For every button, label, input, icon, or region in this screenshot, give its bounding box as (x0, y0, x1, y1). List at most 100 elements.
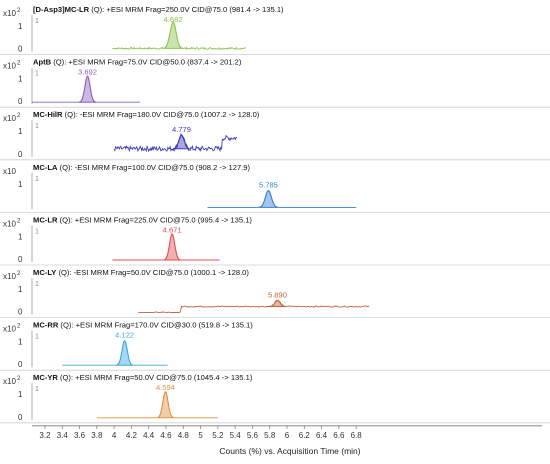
y-inner-tick: 1 (35, 71, 39, 78)
y-inner-tick: 1 (35, 228, 39, 235)
y-multiplier: x10 (3, 62, 16, 71)
y-tick-label: 0 (18, 97, 23, 106)
peak-area (163, 233, 181, 261)
acquisition-parameters: (Q): -ESI MRM Frag=180.0V CID@75.0 (1007… (63, 110, 260, 119)
y-tick-label: 0 (18, 255, 23, 264)
x-tick-label: 4.8 (178, 431, 190, 440)
y-multiplier: x10 (3, 167, 16, 176)
peak-area (258, 190, 278, 208)
x-tick-label: 5.2 (212, 431, 224, 440)
panel-title: [D-Asp3]MC-LR (Q): +ESI MRM Frag=250.0V … (33, 5, 284, 14)
x-tick-label: 3.6 (74, 431, 86, 440)
compound-name: MC-LR (33, 215, 58, 224)
acquisition-parameters: (Q): +ESI MRM Frag=50.0V CID@75.0 (1045.… (58, 373, 253, 382)
x-tick-label: 4.2 (126, 431, 138, 440)
y-multiplier-exponent: 2 (17, 113, 21, 119)
chromatogram-trace (207, 190, 357, 208)
x-tick-label: 5 (198, 431, 203, 440)
y-multiplier-exponent: 2 (17, 8, 21, 14)
x-tick-label: 6.4 (316, 431, 328, 440)
panel-title: MC-HilR (Q): -ESI MRM Frag=180.0V CID@75… (33, 110, 260, 119)
y-tick-label: 0 (18, 308, 23, 317)
x-tick-label: 5.4 (230, 431, 242, 440)
peak-area (116, 340, 133, 366)
compound-name: MC-RR (33, 321, 59, 330)
y-tick-label: 1 (18, 22, 23, 31)
x-tick-label: 4.6 (160, 431, 172, 440)
peak-rt-label: 5.785 (259, 181, 278, 190)
y-inner-tick: 1 (35, 386, 39, 393)
chromatogram-trace (138, 299, 370, 314)
compound-name: MC-HilR (33, 110, 63, 119)
peak-area (157, 391, 174, 419)
x-tick-label: 6.6 (333, 431, 345, 440)
x-axis-label: Counts (%) vs. Acquisition Time (min) (219, 446, 360, 456)
chromatogram-trace (96, 391, 218, 419)
chromatogram-panel: x10 2 1 0 1 MC-LR (Q): +ESI MRM Frag=225.0V C… (0, 215, 550, 266)
chromatogram-panel: x10 2 1 0 1 MC-HilR (Q): -ESI MRM Frag=180.0V… (0, 110, 550, 161)
panel-title: MC-LR (Q): +ESI MRM Frag=225.0V CID@75.0… (33, 215, 252, 224)
y-multiplier-exponent: 2 (17, 376, 21, 382)
y-tick-label: 1 (18, 285, 23, 294)
chromatogram-panel: x10 2 1 0 1 AptB (Q): +ESI MRM Frag=75.0V CID… (0, 58, 550, 108)
acquisition-parameters: (Q): +ESI MRM Frag=225.0V CID@75.0 (995.… (57, 215, 252, 224)
panel-title: AptB (Q): +ESI MRM Frag=75.0V CID@50.0 (… (33, 58, 242, 67)
y-multiplier: x10 (3, 325, 16, 334)
peak-area (269, 299, 286, 307)
peak-rt-label: 5.890 (268, 290, 287, 299)
y-inner-tick: 1 (35, 281, 39, 288)
y-multiplier-exponent: 2 (17, 324, 21, 330)
x-tick-label: 6 (285, 431, 290, 440)
y-multiplier: x10 (3, 272, 16, 281)
x-tick-label: 6.8 (351, 431, 363, 440)
peak-area (173, 134, 190, 150)
compound-name: AptB (33, 58, 52, 67)
y-multiplier-exponent: 2 (17, 218, 21, 224)
y-inner-tick: 1 (35, 334, 39, 341)
x-tick-label: 3.4 (57, 431, 69, 440)
x-tick-label: 3.2 (39, 431, 51, 440)
peak-area (163, 21, 183, 49)
panel-title: MC-LY (Q): -ESI MRM Frag=50.0V CID@75.0 … (33, 268, 249, 277)
y-tick-label: 0 (18, 45, 23, 54)
compound-name: MC-YR (33, 373, 58, 382)
chromatogram-trace (112, 233, 220, 261)
compound-name: MC-LA (33, 163, 58, 172)
y-multiplier: x10 (3, 114, 16, 123)
peak-rt-label: 4.779 (172, 125, 191, 134)
y-inner-tick: 1 (35, 18, 39, 25)
peak-area (79, 75, 96, 103)
chromatogram-panel: x10 2 1 0 1 MC-LY (Q): -ESI MRM Frag=50.0V CI… (0, 268, 550, 319)
x-tick-label: 4 (112, 431, 117, 440)
y-tick-label: 1 (18, 390, 23, 399)
acquisition-parameters: (Q): -ESI MRM Frag=50.0V CID@75.0 (1000.… (56, 268, 249, 277)
x-tick-label: 6.2 (299, 431, 311, 440)
x-tick-label: 5.6 (247, 431, 259, 440)
acquisition-parameters: (Q): +ESI MRM Frag=170.0V CID@30.0 (519.… (58, 321, 253, 330)
peak-rt-label: 4.122 (115, 331, 134, 340)
chromatogram-panel: x10 2 1 0 1 MC-YR (Q): +ESI MRM Frag=50.0V CI… (0, 373, 550, 424)
y-multiplier: x10 (3, 9, 16, 18)
peak-rt-label: 4.594 (156, 383, 175, 392)
y-multiplier: x10 (3, 377, 16, 386)
acquisition-parameters: (Q): +ESI MRM Frag=75.0V CID@50.0 (837.4… (51, 58, 242, 67)
y-multiplier-exponent: 2 (17, 271, 21, 277)
y-tick-label: 1 (18, 232, 23, 241)
y-tick-label: 0 (18, 413, 23, 422)
y-tick-label: 1 (18, 127, 23, 136)
chromatogram-panel: x10 2 1 0 1 [D-Asp3]MC-LR (Q): +ESI MRM Frag=… (0, 5, 550, 55)
panel-title: MC-LA (Q): -ESI MRM Frag=100.0V CID@75.0… (33, 163, 251, 172)
y-multiplier-exponent: 2 (17, 61, 21, 67)
chromatogram-trace (62, 340, 168, 366)
x-tick-label: 4.4 (143, 431, 155, 440)
acquisition-parameters: (Q): -ESI MRM Frag=100.0V CID@75.0 (908.… (57, 163, 250, 172)
x-axis: 3.2 3.4 3.6 3.8 4 4.2 4.4 4.6 4.8 5 5.2 5.4 5.6 5.8 6 6… (32, 425, 542, 440)
y-inner-tick: 1 (35, 123, 39, 130)
y-tick-label: 0 (18, 150, 23, 159)
peak-rt-label: 4.671 (163, 225, 182, 234)
compound-name: [D-Asp3]MC-LR (33, 5, 90, 14)
y-tick-label: 1 (18, 338, 23, 347)
